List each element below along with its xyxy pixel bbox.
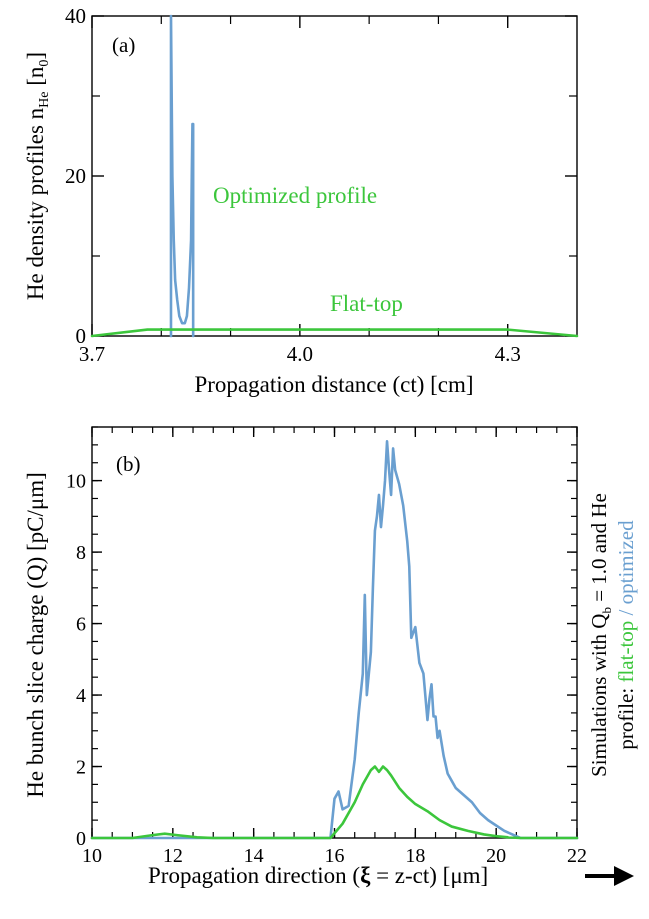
side-label-line-1: Simulations with Qb = 1.0 and He (587, 493, 614, 777)
x-tick-label: 14 (244, 845, 264, 867)
y-tick-label: 0 (76, 828, 86, 850)
series-line-optimized (90, 439, 579, 840)
series-line-flat-top (90, 765, 579, 840)
y-tick-label: 40 (65, 4, 86, 28)
series-line-flat-top (90, 328, 579, 338)
panel-b-xlabel: Propagation direction (ξ = z-ct) [μm] (148, 863, 488, 888)
panel-b-ylabel: He bunch slice charge (Q) [pC/μm] (23, 472, 48, 798)
x-tick-label: 4.0 (287, 342, 313, 366)
panel-a-series (90, 14, 579, 338)
x-tick-label: 3.7 (79, 342, 105, 366)
panel-a-label: (a) (112, 33, 135, 57)
panel-b-tick-labels: 10 12 14 16 18 20 22 0 2 4 6 8 10 (66, 471, 587, 867)
panel-a-frame (91, 15, 578, 337)
panel-b-ticks (91, 426, 578, 839)
panel-b-series (90, 439, 579, 840)
panel-a: 3.7 4.0 4.3 0 20 40 (a) Optimized profile Fla… (23, 4, 579, 397)
y-tick-label: 10 (66, 471, 86, 493)
panel-a-ticks (91, 15, 577, 337)
y-tick-label: 6 (76, 614, 86, 636)
panel-b: 10 12 14 16 18 20 22 0 2 4 6 8 10 (b) Propagation di… (23, 426, 638, 888)
series-line-optimized (169, 14, 195, 338)
panel-a-ylabel: He density profiles nHe [n0] (23, 52, 52, 300)
right-arrow-icon (585, 866, 634, 886)
x-tick-label: 10 (82, 845, 102, 867)
side-label-line-2: profile: flat-top / optimized (614, 520, 638, 750)
x-tick-label: 12 (163, 845, 183, 867)
panel-a-xlabel: Propagation distance (ct) [cm] (194, 372, 473, 397)
x-tick-label: 18 (405, 845, 425, 867)
x-tick-label: 4.3 (495, 342, 521, 366)
x-tick-label: 16 (325, 845, 345, 867)
y-tick-label: 0 (76, 324, 87, 348)
panel-b-label: (b) (116, 452, 141, 476)
y-tick-label: 8 (76, 542, 86, 564)
y-tick-label: 4 (76, 685, 86, 707)
x-tick-label: 22 (567, 845, 587, 867)
panel-a-tick-labels: 3.7 4.0 4.3 0 20 40 (65, 4, 521, 366)
panel-b-frame (91, 426, 578, 839)
y-tick-label: 20 (65, 164, 86, 188)
annotation-optimized-profile: Optimized profile (213, 183, 377, 208)
annotation-flat-top: Flat-top (330, 291, 403, 316)
x-tick-label: 20 (486, 845, 506, 867)
y-tick-label: 2 (76, 757, 86, 779)
